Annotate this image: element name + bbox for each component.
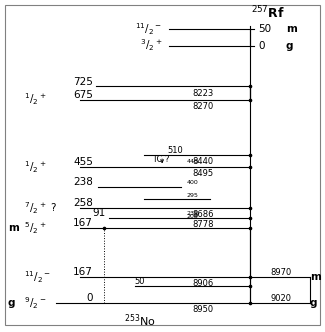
- Text: 167: 167: [73, 267, 93, 277]
- Text: g: g: [8, 298, 15, 308]
- Text: $^5/_2$$^+$: $^5/_2$$^+$: [24, 220, 46, 236]
- Text: 9020: 9020: [270, 294, 292, 303]
- Text: 50: 50: [134, 278, 144, 287]
- Text: 258: 258: [73, 198, 93, 208]
- Text: 725: 725: [73, 77, 93, 87]
- Text: $^{11}/_2$$^-$: $^{11}/_2$$^-$: [24, 269, 51, 285]
- Text: $^1/_2$$^+$: $^1/_2$$^+$: [24, 160, 46, 175]
- Text: 167: 167: [73, 218, 93, 228]
- Text: 455: 455: [73, 157, 93, 167]
- Text: 8906: 8906: [193, 279, 214, 288]
- Text: 8970: 8970: [270, 268, 292, 277]
- Text: 208: 208: [186, 214, 198, 219]
- Text: $^{257}$Rf: $^{257}$Rf: [251, 5, 285, 21]
- Text: 675: 675: [73, 90, 93, 100]
- Text: g: g: [310, 298, 318, 308]
- Text: 400: 400: [186, 180, 198, 185]
- Text: $^9/_2$$^-$: $^9/_2$$^-$: [24, 295, 46, 311]
- Text: 8778: 8778: [193, 220, 214, 229]
- Text: $^1/_2$$^+$: $^1/_2$$^+$: [24, 92, 46, 107]
- Text: m: m: [310, 272, 321, 282]
- Text: 8686: 8686: [193, 210, 214, 219]
- Text: m: m: [286, 24, 297, 34]
- Text: $^3/_2$$^+$: $^3/_2$$^+$: [140, 38, 162, 53]
- Text: m: m: [8, 223, 19, 233]
- Text: 8270: 8270: [193, 102, 214, 111]
- Text: $^7/_2$$^+$ ?: $^7/_2$$^+$ ?: [24, 201, 57, 216]
- Text: 235: 235: [186, 211, 198, 216]
- Text: IC ?: IC ?: [154, 155, 170, 164]
- Text: 510: 510: [167, 146, 183, 155]
- Text: g: g: [286, 41, 293, 50]
- Text: 0: 0: [86, 293, 93, 303]
- Text: 238: 238: [73, 177, 93, 187]
- Text: $^{11}/_2$$^-$: $^{11}/_2$$^-$: [135, 21, 162, 37]
- Text: 440: 440: [186, 159, 198, 164]
- Text: 8950: 8950: [193, 305, 214, 314]
- Text: 50: 50: [258, 24, 272, 34]
- Text: 0: 0: [258, 41, 265, 50]
- Text: $^{253}$No: $^{253}$No: [124, 312, 155, 329]
- Text: 295: 295: [186, 193, 198, 198]
- Text: 91: 91: [93, 208, 106, 218]
- Text: 8223: 8223: [193, 89, 214, 98]
- Text: 8495: 8495: [193, 169, 214, 178]
- Text: 8440: 8440: [193, 157, 214, 166]
